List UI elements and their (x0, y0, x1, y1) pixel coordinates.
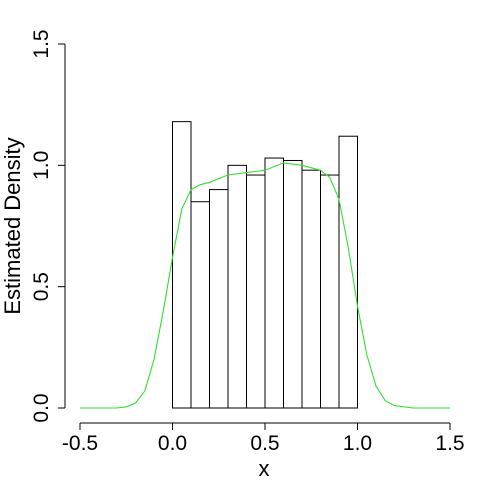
histogram-bar-3 (209, 189, 229, 409)
histogram-bar-4 (227, 164, 247, 409)
x-tick-label: -0.5 (62, 432, 98, 455)
histogram-bar-7 (283, 159, 303, 409)
y-axis: 0.0 0.5 1.0 1.5 (30, 29, 66, 423)
histogram-bar-1 (172, 121, 192, 409)
histogram-bar-2 (190, 201, 210, 409)
histogram-bar-10 (338, 135, 358, 409)
x-axis: -0.5 0.0 0.5 1.0 1.5 (62, 422, 465, 455)
x-tick-label: 0.0 (158, 432, 187, 455)
x-axis-label: x (259, 456, 270, 480)
x-tick-label: 0.5 (250, 432, 279, 455)
y-axis-label: Estimated Density (0, 137, 25, 314)
histogram-bar-9 (320, 174, 340, 409)
density-curve (80, 162, 450, 409)
x-tick-label: 1.0 (343, 432, 372, 455)
histogram-bar-6 (264, 157, 284, 409)
x-tick-label: 1.5 (435, 432, 464, 455)
y-tick-label: 1.0 (30, 151, 53, 180)
histogram-bars (172, 121, 358, 409)
y-tick-label: 0.0 (30, 393, 53, 422)
y-tick-label: 0.5 (30, 272, 53, 301)
histogram-bar-5 (246, 174, 266, 409)
histogram-bar-8 (301, 169, 321, 409)
y-tick-label: 1.5 (30, 29, 53, 58)
